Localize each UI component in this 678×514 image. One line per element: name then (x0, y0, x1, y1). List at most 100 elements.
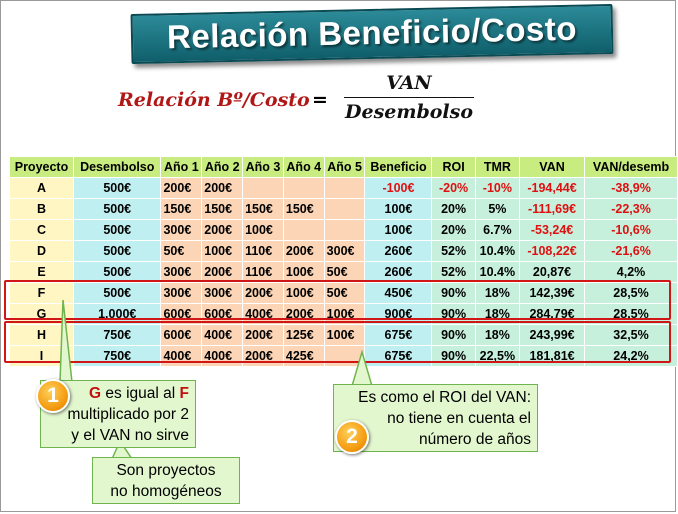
callout1-project-g: G (89, 385, 102, 402)
table-row: D 500€ 50€ 100€ 110€ 200€ 300€ 260€ 52% 10.4% -108… (9, 240, 678, 262)
table-cell: 200€ (242, 345, 284, 367)
table-cell: 100€ (282, 261, 325, 283)
table-cell: -21,6% (584, 240, 678, 262)
table-cell (323, 177, 366, 199)
column-header: Año 5 (323, 156, 366, 178)
table-cell: 100€ (201, 240, 244, 262)
table-cell: 1.000€ (72, 303, 162, 325)
table-cell: 4,2% (584, 261, 678, 283)
table-cell: 50€ (160, 240, 203, 262)
table-cell: F (9, 282, 74, 304)
table-cell: 32,5% (584, 324, 678, 346)
fraction-bar (344, 97, 474, 98)
table-cell: 600€ (160, 324, 203, 346)
table-row: E 500€ 300€ 200€ 110€ 100€ 50€ 260€ 52% 10.4% 20,8… (9, 261, 678, 283)
table-cell: 260€ (364, 261, 433, 283)
table-row: I 750€ 400€ 400€ 200€ 425€ 675€ 90% 22,5% 181,81€… (9, 345, 678, 367)
table-cell: 90% (431, 282, 476, 304)
formula-fraction: VAN Desembolso (342, 70, 476, 125)
table-cell: 300€ (323, 240, 366, 262)
column-header: Beneficio (364, 156, 433, 178)
table-cell: 18% (474, 282, 521, 304)
table-row: H 750€ 600€ 400€ 200€ 125€ 100€ 675€ 90% 18% 243,9… (9, 324, 678, 346)
table-cell: 100€ (242, 219, 284, 241)
table-cell: 260€ (364, 240, 433, 262)
table-cell: 22,5% (474, 345, 521, 367)
column-header: VAN (519, 156, 586, 178)
callout2-line3: número de años (418, 431, 531, 448)
callout1-line1: G es igual al F (41, 383, 189, 404)
table-cell: 18% (474, 303, 521, 325)
table-cell: C (9, 219, 74, 241)
table-cell (323, 345, 366, 367)
table-cell: -194,44€ (519, 177, 586, 199)
table-cell: 150€ (282, 198, 325, 220)
badge-1-icon: 1 (36, 379, 70, 413)
table-cell: 125€ (282, 324, 325, 346)
table-cell: 6.7% (474, 219, 521, 241)
table-cell: 400€ (160, 345, 203, 367)
table-cell: 300€ (201, 282, 244, 304)
column-header: Desembolso (72, 156, 162, 178)
table-cell: 450€ (364, 282, 433, 304)
table-cell (323, 219, 366, 241)
table-cell: 300€ (160, 282, 203, 304)
table-cell: 284,79€ (519, 303, 586, 325)
table-cell: 500€ (72, 282, 162, 304)
table-cell: 200€ (201, 177, 244, 199)
table-cell: D (9, 240, 74, 262)
column-header: Proyecto (9, 156, 74, 178)
table-cell (242, 177, 284, 199)
table-cell: 100€ (323, 324, 366, 346)
table-cell: 181,81€ (519, 345, 586, 367)
column-header: ROI (431, 156, 476, 178)
formula-numerator: VAN (386, 72, 432, 94)
table-cell: 10.4% (474, 261, 521, 283)
column-header: VAN/desemb (584, 156, 678, 178)
table-cell: 5% (474, 198, 521, 220)
table-row: C 500€ 300€ 200€ 100€ 100€ 20% 6.7% -53,24€ -10,6… (9, 219, 678, 241)
callout1-project-f: F (179, 385, 189, 402)
table-cell: 750€ (72, 345, 162, 367)
callout2-line2: no tiene en cuenta el (387, 410, 531, 427)
table-cell: 110€ (242, 261, 284, 283)
table-cell: -100€ (364, 177, 433, 199)
table-cell: 425€ (282, 345, 325, 367)
table-cell: -22,3% (584, 198, 678, 220)
table-cell: 100€ (364, 219, 433, 241)
table-cell: 50€ (323, 261, 366, 283)
badge-2-icon: 2 (335, 420, 369, 454)
table-cell: 675€ (364, 345, 433, 367)
table-cell: 52% (431, 240, 476, 262)
callout1-line3: y el VAN no sirve (71, 427, 189, 444)
table-cell: 400€ (242, 303, 284, 325)
callout1-line2: multiplicado por 2 (67, 406, 189, 423)
table-cell: 500€ (72, 219, 162, 241)
table-cell: 200€ (201, 261, 244, 283)
projects-table: Proyecto Desembolso Año 1 Año 2 Año 3 Año 4 Añ… (9, 156, 678, 367)
callout1-text: es igual al (101, 385, 180, 402)
table-cell: 400€ (201, 345, 244, 367)
table-cell: -53,24€ (519, 219, 586, 241)
table-cell (282, 219, 325, 241)
table-row: A 500€ 200€ 200€ -100€ -20% -10% -194,44€ -38,9% (9, 177, 678, 199)
table-cell: 500€ (72, 240, 162, 262)
table-cell: -111,69€ (519, 198, 586, 220)
table-cell: 500€ (72, 198, 162, 220)
table-cell: I (9, 345, 74, 367)
table-cell: 52% (431, 261, 476, 283)
table-cell: 900€ (364, 303, 433, 325)
title-banner: Relación Beneficio/Costo (130, 3, 614, 65)
table-cell: G (9, 303, 74, 325)
formula-equals: = (312, 89, 328, 111)
table-cell: 300€ (160, 219, 203, 241)
table-row: G 1.000€ 600€ 600€ 400€ 200€ 100€ 900€ 90% 18% 284… (9, 303, 678, 325)
table-cell: 28,5% (584, 303, 678, 325)
table-cell: B (9, 198, 74, 220)
table-cell: 50€ (323, 282, 366, 304)
table-cell: 20% (431, 219, 476, 241)
formula-denominator: Desembolso (345, 101, 473, 123)
callout3-line1: Son proyectos (116, 462, 216, 479)
callout3-line2: no homogéneos (110, 483, 222, 500)
table-cell: 100€ (323, 303, 366, 325)
